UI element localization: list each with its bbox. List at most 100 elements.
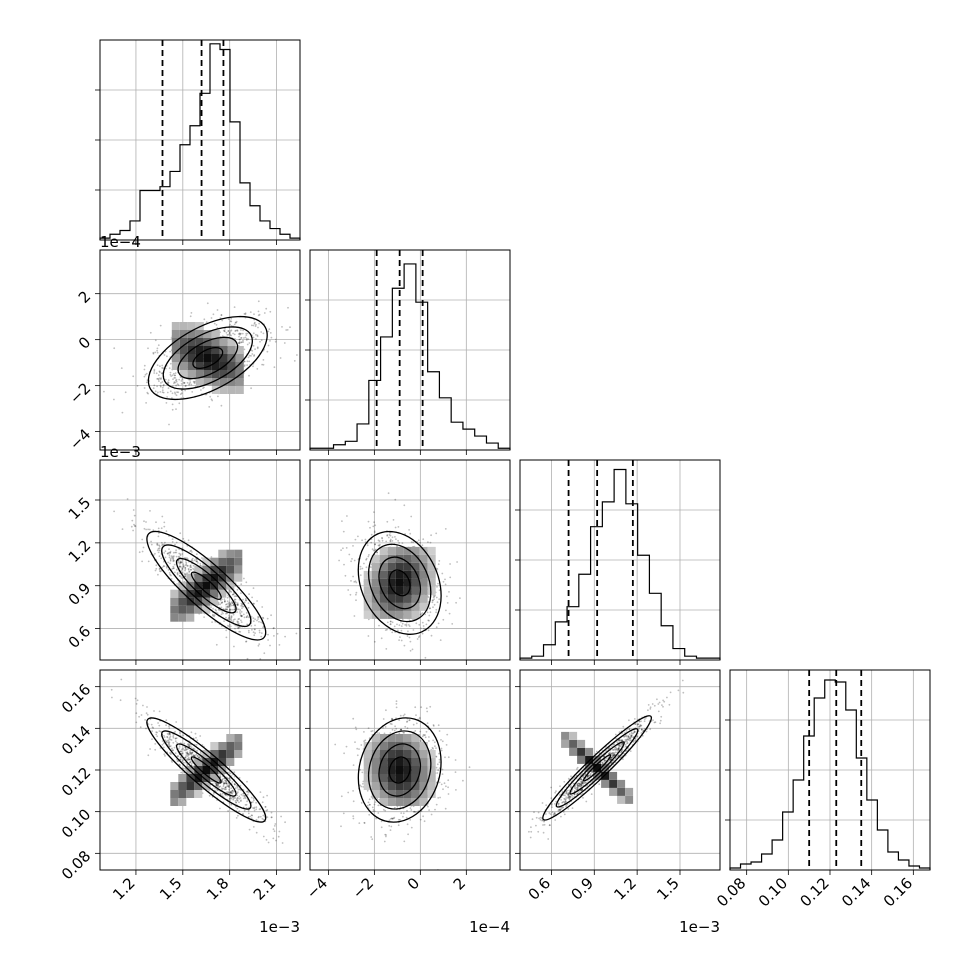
sample-point <box>412 723 415 726</box>
sample-point <box>210 556 213 558</box>
sample-point <box>438 560 441 562</box>
density-cell <box>234 573 243 582</box>
sample-point <box>434 808 436 811</box>
sample-point <box>190 752 193 754</box>
sample-point <box>195 744 198 746</box>
density-cell <box>387 750 396 758</box>
sample-point <box>438 598 441 601</box>
sample-point <box>242 792 245 795</box>
sample-point <box>192 380 195 383</box>
sample-point <box>169 562 171 565</box>
sample-point <box>175 568 178 571</box>
sample-point <box>166 735 169 738</box>
sample-point <box>359 768 361 771</box>
sample-point <box>126 498 129 500</box>
sample-point <box>174 737 177 740</box>
sample-point <box>147 392 150 395</box>
sample-point <box>406 727 409 729</box>
density-cell <box>363 742 372 750</box>
sample-point <box>224 794 227 797</box>
sample-point <box>230 797 233 800</box>
density-cell <box>363 578 372 587</box>
sample-point <box>269 340 271 342</box>
density-cell <box>186 613 195 622</box>
density-cell <box>178 782 187 790</box>
sample-point <box>378 540 381 543</box>
sample-point <box>256 335 259 338</box>
sample-point <box>235 785 238 787</box>
density-cell <box>210 766 219 774</box>
sample-point <box>389 534 392 537</box>
density-cell <box>171 362 180 370</box>
sample-point <box>402 812 405 815</box>
sample-point <box>232 613 235 616</box>
density-cell <box>218 589 227 598</box>
density-cell <box>178 613 187 622</box>
sample-point <box>189 751 192 753</box>
sample-point <box>355 593 357 596</box>
density-cell <box>218 742 227 750</box>
sample-point <box>397 824 400 827</box>
sample-point <box>424 656 427 659</box>
sample-point <box>380 637 383 640</box>
density-cell <box>235 354 244 362</box>
sample-point <box>145 727 147 730</box>
sample-point <box>432 724 435 726</box>
sample-point <box>409 819 412 821</box>
sample-point <box>262 818 265 821</box>
sample-point <box>145 521 147 523</box>
density-cell <box>170 798 179 806</box>
sample-point <box>234 797 237 799</box>
sample-point <box>228 614 231 617</box>
sample-point <box>248 374 250 377</box>
sample-point <box>110 688 113 691</box>
sample-point <box>103 390 105 393</box>
sample-point <box>241 607 243 609</box>
sample-point <box>265 809 268 812</box>
sample-point <box>252 345 255 347</box>
sample-point <box>221 779 224 781</box>
sample-point <box>239 631 242 633</box>
sample-point <box>184 756 187 759</box>
sample-point <box>220 314 223 316</box>
sample-point <box>182 563 185 566</box>
sample-point <box>154 390 157 393</box>
sample-point <box>169 371 172 374</box>
sample-point <box>228 786 231 789</box>
sample-point <box>212 613 214 616</box>
sample-point <box>162 367 165 369</box>
sample-point <box>255 801 257 804</box>
sample-point <box>237 342 240 344</box>
density-cell <box>194 782 203 790</box>
sample-point <box>273 627 275 629</box>
density-cell <box>419 758 428 766</box>
sample-point <box>176 755 179 758</box>
sample-point <box>216 782 219 785</box>
sample-point <box>416 638 419 640</box>
sample-point <box>221 601 224 604</box>
density-cell <box>210 750 219 758</box>
sample-point <box>428 607 431 610</box>
sample-point <box>175 549 178 552</box>
sample-point <box>368 798 371 801</box>
sample-point <box>175 737 178 739</box>
sample-point <box>350 560 352 563</box>
density-cell <box>419 766 428 774</box>
sample-point <box>157 551 160 554</box>
sample-point <box>272 828 275 831</box>
density-cell <box>179 346 188 354</box>
density-cell <box>202 766 211 774</box>
sample-point <box>155 731 158 733</box>
sample-point <box>178 565 181 568</box>
sample-point <box>238 342 241 345</box>
sample-point <box>428 614 431 617</box>
density-cell <box>178 589 187 598</box>
sample-point <box>240 602 243 605</box>
density-cell <box>186 605 195 614</box>
sample-point <box>169 738 172 741</box>
sample-point <box>174 543 176 546</box>
sample-point <box>383 840 386 843</box>
density-cell <box>411 790 420 798</box>
sample-point <box>217 783 220 785</box>
sample-point <box>258 631 261 634</box>
